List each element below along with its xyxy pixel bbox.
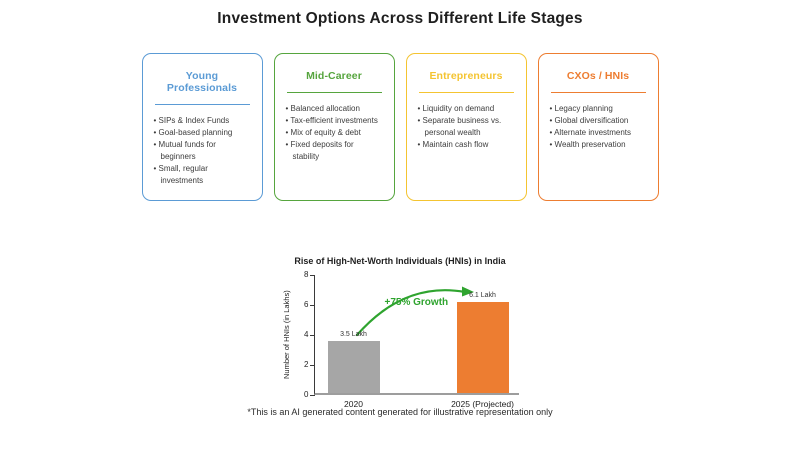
y-tick-mark bbox=[310, 394, 315, 396]
y-tick-label: 8 bbox=[304, 270, 309, 279]
chart-area: Number of HNIs (in Lakhs) +75% Growth 0 2… bbox=[281, 270, 519, 409]
disclaimer-footnote: *This is an AI generated content generat… bbox=[247, 407, 553, 417]
card-entrepreneurs: Entrepreneurs Liquidity on demand Separa… bbox=[405, 53, 527, 201]
card-divider bbox=[154, 104, 250, 105]
card-bullet-list: SIPs & Index Funds Goal-based planning M… bbox=[154, 115, 251, 187]
bullet-item: Maintain cash flow bbox=[418, 139, 515, 151]
bullet-item: Alternate investments bbox=[550, 127, 647, 139]
bullet-item: Fixed deposits for stability bbox=[286, 139, 383, 163]
bullet-item: Liquidity on demand bbox=[418, 103, 515, 115]
y-tick-mark bbox=[310, 274, 315, 276]
card-divider bbox=[418, 92, 514, 93]
y-tick-label: 2 bbox=[304, 360, 309, 369]
card-young-professionals: Young Professionals SIPs & Index Funds G… bbox=[141, 53, 263, 201]
y-tick-mark bbox=[310, 304, 315, 306]
bullet-item: Small, regular investments bbox=[154, 163, 251, 187]
life-stage-cards: Young Professionals SIPs & Index Funds G… bbox=[0, 53, 800, 201]
x-tick-label: 2020 bbox=[344, 399, 363, 409]
bullet-item: Global diversification bbox=[550, 115, 647, 127]
card-divider bbox=[286, 92, 382, 93]
bar-2020 bbox=[327, 340, 380, 393]
card-bullet-list: Balanced allocation Tax-efficient invest… bbox=[286, 103, 383, 163]
bullet-item: Legacy planning bbox=[550, 103, 647, 115]
card-mid-career: Mid-Career Balanced allocation Tax-effic… bbox=[273, 53, 395, 201]
y-tick-mark bbox=[310, 334, 315, 336]
bar-2025 (Projected) bbox=[456, 301, 509, 393]
bullet-item: SIPs & Index Funds bbox=[154, 115, 251, 127]
card-title: Entrepreneurs bbox=[429, 70, 503, 82]
bar-value-label: 3.5 Lakh bbox=[340, 330, 367, 338]
x-tick-label: 2025 (Projected) bbox=[451, 399, 514, 409]
y-tick-label: 4 bbox=[304, 330, 309, 339]
y-tick-label: 6 bbox=[304, 300, 309, 309]
card-title: Mid-Career bbox=[306, 70, 362, 82]
bullet-item: Separate business vs. personal wealth bbox=[418, 115, 515, 139]
page-title: Investment Options Across Different Life… bbox=[217, 10, 583, 27]
card-bullet-list: Legacy planning Global diversification A… bbox=[550, 103, 647, 151]
chart-title: Rise of High-Net-Worth Individuals (HNIs… bbox=[294, 256, 506, 266]
bullet-item: Mix of equity & debt bbox=[286, 127, 383, 139]
growth-annotation: +75% Growth bbox=[384, 297, 449, 308]
bullet-item: Goal-based planning bbox=[154, 127, 251, 139]
bullet-item: Wealth preservation bbox=[550, 139, 647, 151]
card-cxos-hnis: CXOs / HNIs Legacy planning Global diver… bbox=[537, 53, 659, 201]
bullet-item: Tax-efficient investments bbox=[286, 115, 383, 127]
y-tick-mark bbox=[310, 364, 315, 366]
card-bullet-list: Liquidity on demand Separate business vs… bbox=[418, 103, 515, 151]
bar-value-label: 6.1 Lakh bbox=[469, 291, 496, 299]
card-title: Young Professionals bbox=[166, 70, 238, 94]
chart-plot: +75% Growth 0 2 4 6 8 3.5 Lakh 2020 6.1 Lakh 202… bbox=[304, 270, 519, 409]
y-tick-label: 0 bbox=[304, 390, 309, 399]
hni-bar-chart: Rise of High-Net-Worth Individuals (HNIs… bbox=[0, 256, 800, 409]
card-divider bbox=[550, 92, 646, 93]
bullet-item: Balanced allocation bbox=[286, 103, 383, 115]
card-title: CXOs / HNIs bbox=[566, 70, 630, 82]
y-axis-label: Number of HNIs (in Lakhs) bbox=[281, 290, 291, 380]
bullet-item: Mutual funds for beginners bbox=[154, 139, 251, 163]
